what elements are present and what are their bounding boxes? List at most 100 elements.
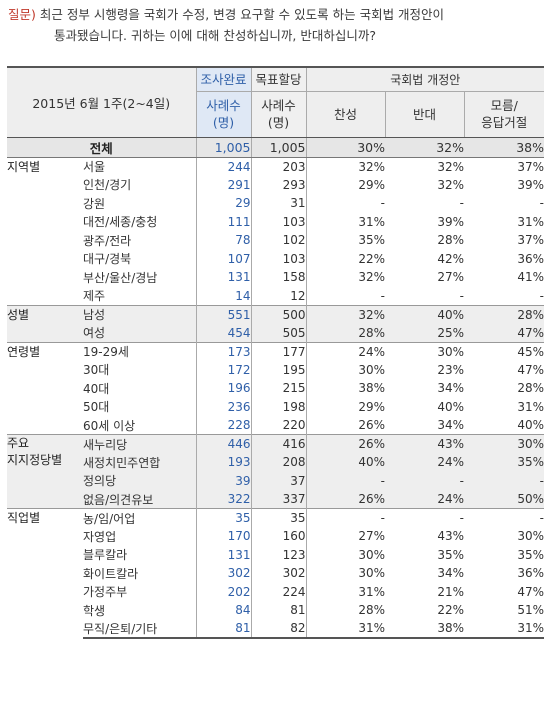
target-count: 195 — [250, 360, 306, 379]
dont-know-pct: 28% — [517, 381, 545, 396]
dont-know-pct: 47% — [517, 584, 545, 599]
sample-count: 131 — [195, 545, 251, 564]
table-row: 강원 29 31- - - — [7, 194, 544, 213]
oppose-pct: 30% — [385, 341, 464, 361]
subgroup-label: 새누리당 — [83, 434, 196, 453]
dont-know-pct: 31% — [464, 619, 545, 639]
total-label: 전체 — [7, 137, 196, 158]
subgroup-label: 정의당 — [83, 471, 196, 490]
table-row: 60세 이상 228 220 26% 34% 40% — [7, 416, 544, 435]
table-row: 인천/경기 291 293 29% 32% 39% — [7, 175, 545, 194]
oppose-pct: 38% — [385, 619, 464, 639]
oppose-pct: 24% — [385, 490, 464, 509]
oppose-header: 반대 — [384, 91, 464, 138]
oppose-pct: - — [459, 196, 464, 211]
oppose-pct: - — [385, 508, 464, 527]
sample-count: 291 — [195, 175, 251, 194]
table-row: 연령별 19-29세 173 177 24% 30% 45% — [7, 341, 545, 435]
survey-period: 2015년 6월 1주(2~4일) — [7, 66, 196, 138]
total-dont-know: 38% — [464, 137, 545, 158]
target-header-l2: (명) — [267, 115, 290, 130]
dont-know-pct: 50% — [464, 490, 545, 509]
question-group-header: 국회법 개정안 — [305, 66, 545, 92]
group-label-line: 지지정당별 — [7, 453, 63, 467]
oppose-pct: 24% — [385, 453, 464, 472]
subgroup-label: 40대 — [83, 381, 110, 396]
target-count: 31 — [250, 194, 306, 213]
table-row: 자영업 170 160 27% 43% 30% — [7, 527, 544, 546]
agree-pct: - — [305, 194, 385, 213]
sample-count: 170 — [195, 527, 251, 546]
dont-know-pct: 28% — [464, 304, 545, 324]
agree-pct: 32% — [305, 156, 385, 176]
subgroup-label: 30대 — [83, 363, 110, 378]
target-count: 505 — [250, 323, 306, 342]
oppose-pct: 25% — [385, 323, 464, 342]
dont-know-pct: 47% — [517, 362, 545, 377]
question-label: 질문) — [8, 7, 36, 22]
dont-know-pct: 39% — [517, 177, 545, 192]
agree-pct: 26% — [305, 434, 385, 453]
subgroup-label: 강원 — [83, 196, 106, 211]
table-row: 학생 84 81 28% 22% 51% — [7, 601, 544, 620]
dont-know-pct: - — [464, 508, 545, 527]
group-label-line: 주요 — [7, 436, 30, 450]
oppose-pct: 34% — [437, 381, 464, 396]
subgroup-label: 화이트칼라 — [83, 566, 139, 581]
table-row: 주요 지지정당별 새누리당 446 416 26% 43% 30% — [7, 434, 545, 509]
table-row: 성별 남성 551 500 32% 40% 28% — [7, 304, 545, 342]
oppose-pct: 23% — [437, 362, 464, 377]
subgroup-label: 새정치민주연합 — [83, 453, 196, 472]
subgroup-label: 대구/경북 — [83, 252, 132, 267]
count-header-top: 조사완료 — [195, 66, 251, 92]
oppose-pct: 34% — [437, 418, 464, 432]
agree-pct: 26% — [305, 490, 385, 509]
oppose-pct: 40% — [385, 304, 464, 324]
question-line-1: 질문) 최근 정부 시행령을 국회가 수정, 변경 요구할 수 있도록 하는 국… — [8, 4, 543, 25]
agree-pct: 29% — [305, 397, 385, 416]
sample-count: 244 — [195, 156, 251, 176]
dont-know-pct: 36% — [517, 251, 545, 266]
oppose-pct: 34% — [437, 566, 464, 581]
sample-count: 454 — [195, 323, 251, 342]
question-text: 질문) 최근 정부 시행령을 국회가 수정, 변경 요구할 수 있도록 하는 국… — [8, 4, 543, 46]
agree-pct: 31% — [305, 212, 385, 231]
dont-know-header: 모름/응답거절 — [463, 91, 545, 138]
table-row: 가정주부 202 224 31% 21% 47% — [7, 582, 545, 601]
target-count: 103 — [250, 212, 306, 231]
sample-count: 111 — [195, 212, 251, 231]
agree-pct: 24% — [305, 341, 385, 361]
target-count: 35 — [250, 508, 306, 527]
sample-count: 551 — [195, 304, 251, 324]
oppose-pct: 22% — [437, 603, 464, 618]
subgroup-label: 부산/울산/경남 — [83, 270, 158, 285]
target-count: 81 — [250, 601, 306, 620]
agree-pct: 30% — [305, 545, 385, 564]
survey-table: 2015년 6월 1주(2~4일) 조사완료 목표할당 국회법 개정안 사례수 (… — [7, 66, 545, 639]
agree-pct: 32% — [305, 268, 385, 287]
oppose-pct: 28% — [437, 233, 464, 248]
agree-header: 찬성 — [305, 91, 385, 138]
sample-count: 39 — [195, 471, 251, 490]
sample-count: 131 — [195, 268, 251, 287]
dont-know-pct: 30% — [464, 434, 545, 453]
agree-pct: 27% — [305, 527, 385, 546]
target-count: 198 — [250, 397, 306, 416]
table-row: 여성 454 505 28% 25% 47% — [7, 323, 545, 342]
group-label: 연령별 — [7, 341, 83, 435]
sample-count: 196 — [195, 379, 251, 398]
subgroup-label: 남성 — [83, 304, 196, 324]
target-count: 37 — [250, 471, 306, 490]
group-label: 성별 — [7, 304, 83, 342]
oppose-pct: 43% — [385, 434, 464, 453]
subgroup-label: 제주 — [83, 289, 106, 303]
oppose-pct: 35% — [437, 547, 464, 562]
table-row: 30대 172 195 30% 23% 47% — [7, 360, 545, 379]
group-label: 지역별 — [7, 156, 83, 305]
dont-know-pct: 37% — [464, 156, 545, 176]
sample-count: 193 — [195, 453, 251, 472]
target-count: 203 — [250, 156, 306, 176]
oppose-pct: 21% — [437, 584, 464, 599]
agree-pct: 38% — [305, 379, 385, 398]
target-count: 337 — [250, 490, 306, 509]
